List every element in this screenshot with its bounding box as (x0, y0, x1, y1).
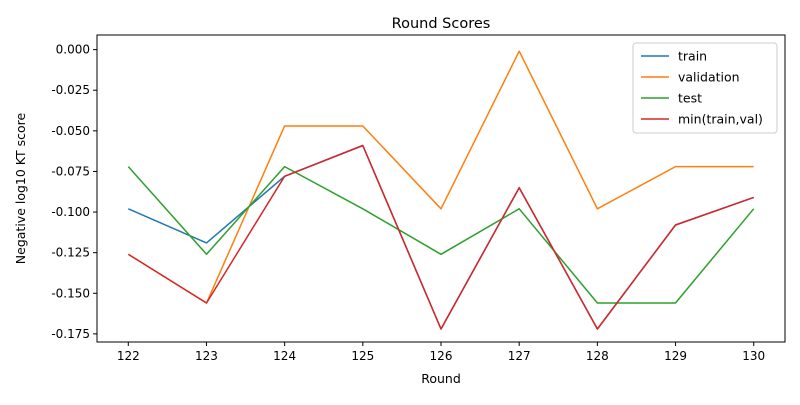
y-tick-label: -0.125 (51, 246, 90, 260)
series-lines (127, 50, 755, 330)
x-tick-label: 122 (117, 349, 140, 363)
y-tick-label: -0.075 (51, 164, 90, 178)
legend-label-test: test (678, 91, 702, 106)
legend-label-min-train-val: min(train,val) (678, 112, 763, 127)
y-axis: 0.000 -0.025 -0.050 -0.075 -0.100 -0.125 -0.15… (51, 43, 97, 341)
x-tick-label: 130 (742, 349, 765, 363)
y-tick-label: 0.000 (56, 43, 90, 57)
x-axis: 122 123 124 125 126 127 128 129 130 (117, 342, 765, 363)
y-tick-label: -0.100 (51, 205, 90, 219)
legend: train validation test min(train,val) (632, 42, 778, 134)
x-tick-label: 126 (430, 349, 453, 363)
series-line-test (127, 165, 755, 304)
y-axis-label: Negative log10 KT score (13, 112, 28, 264)
x-tick-label: 129 (664, 349, 687, 363)
x-tick-label: 128 (586, 349, 609, 363)
x-tick-label: 124 (273, 349, 296, 363)
y-tick-label: -0.050 (51, 124, 90, 138)
y-tick-label: -0.025 (51, 83, 90, 97)
y-tick-label: -0.150 (51, 286, 90, 300)
legend-box (632, 42, 778, 134)
x-tick-label: 123 (195, 349, 218, 363)
legend-label-validation: validation (678, 70, 740, 85)
x-tick-label: 127 (508, 349, 531, 363)
x-axis-label: Round (421, 371, 461, 386)
y-tick-label: -0.175 (51, 327, 90, 341)
series-line-validation (127, 50, 754, 304)
legend-label-train: train (678, 49, 707, 64)
x-tick-label: 125 (351, 349, 374, 363)
series-line-min-train-val (127, 144, 754, 330)
chart-title: Round Scores (392, 16, 491, 32)
